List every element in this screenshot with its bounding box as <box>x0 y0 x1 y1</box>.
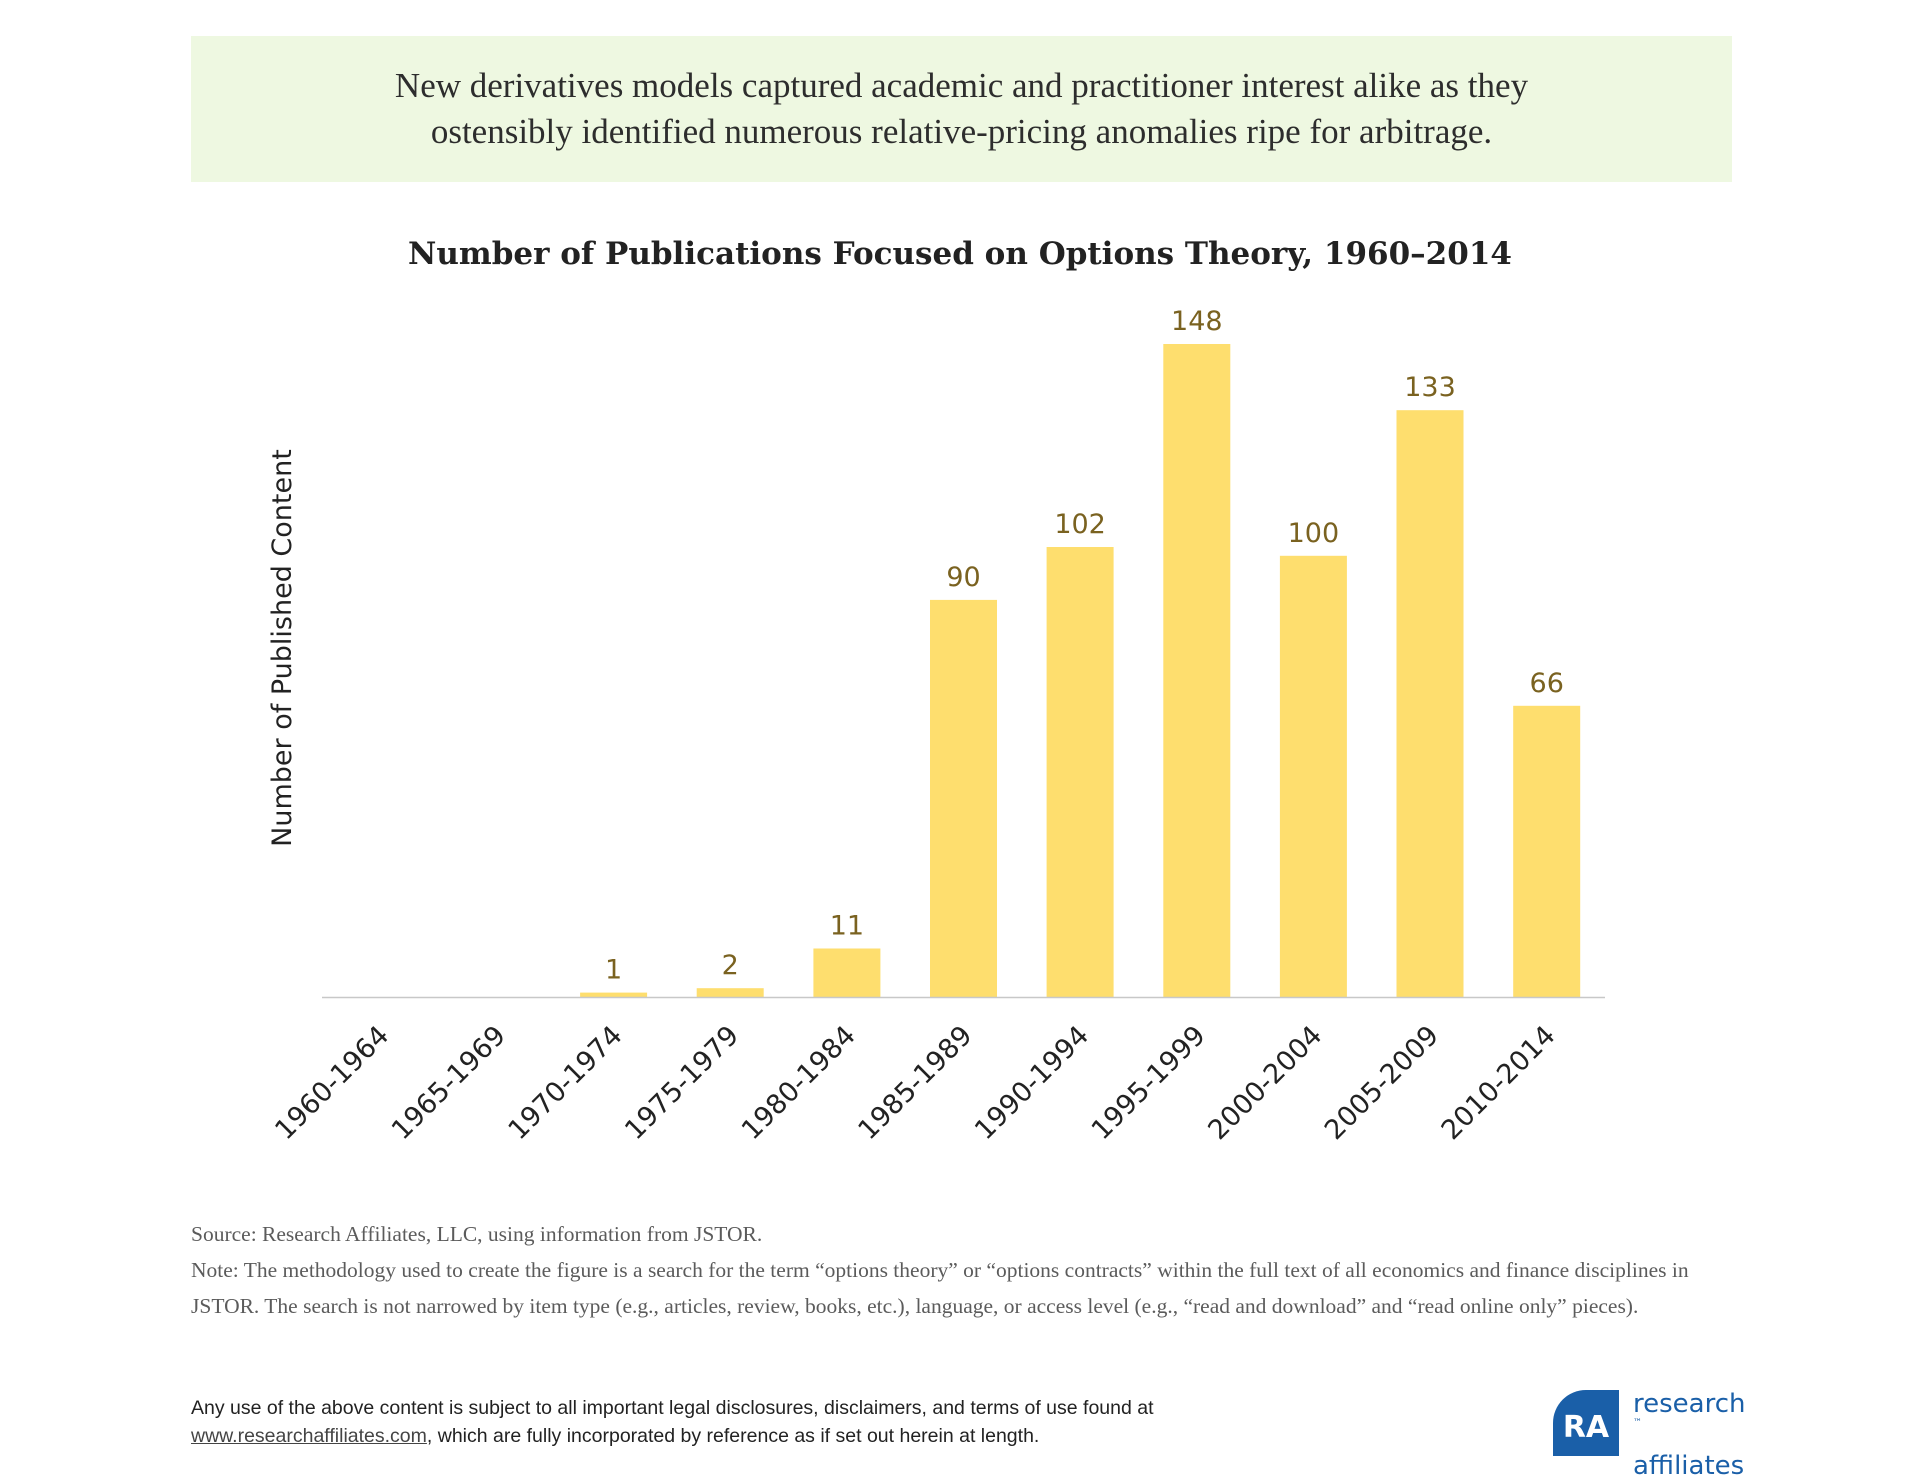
bar-1995-1999 <box>1163 344 1231 997</box>
x-tick-label-1990-1994: 1990-1994 <box>969 1020 1095 1146</box>
website-link[interactable]: www.researchaffiliates.com <box>191 1425 427 1447</box>
data-label-2010-2014: 66 <box>1530 668 1564 699</box>
legal-line-1: Any use of the above content is subject … <box>191 1397 1154 1419</box>
logo-mark-text: RA <box>1563 1410 1610 1445</box>
x-tick-label-1985-1989: 1985-1989 <box>852 1020 978 1146</box>
data-label-1980-1984: 11 <box>830 911 864 942</box>
headline-banner: New derivatives models captured academic… <box>191 36 1732 182</box>
source-line: Source: Research Affiliates, LLC, using … <box>191 1222 763 1246</box>
data-label-1990-1994: 102 <box>1054 509 1106 540</box>
bar-1970-1974 <box>580 992 648 997</box>
legal-line-2: www.researchaffiliates.com, which are fu… <box>191 1422 1591 1450</box>
logo-line-2: affiliates <box>1633 1450 1745 1481</box>
research-affiliates-logo: RA research ™ affiliates <box>1553 1390 1783 1480</box>
bar-2005-2009 <box>1396 410 1464 997</box>
x-tick-label-1965-1969: 1965-1969 <box>386 1020 512 1146</box>
bar-1980-1984 <box>813 948 881 997</box>
bar-2010-2014 <box>1513 705 1581 997</box>
legal-disclaimer: Any use of the above content is subject … <box>191 1394 1591 1450</box>
x-tick-label-2005-2009: 2005-2009 <box>1319 1020 1445 1146</box>
bar-1985-1989 <box>930 599 997 997</box>
bar-2000-2004 <box>1279 555 1347 997</box>
data-label-1995-1999: 148 <box>1171 306 1223 337</box>
x-tick-label-2000-2004: 2000-2004 <box>1202 1020 1328 1146</box>
data-label-1975-1979: 2 <box>722 950 739 981</box>
legal-line-2-rest: , which are fully incorporated by refere… <box>426 1425 1040 1447</box>
bar-1990-1994 <box>1046 547 1114 997</box>
x-tick-label-2010-2014: 2010-2014 <box>1436 1020 1562 1146</box>
x-tick-label-1975-1979: 1975-1979 <box>619 1020 745 1146</box>
data-label-2005-2009: 133 <box>1404 372 1456 403</box>
x-tick-label-1995-1999: 1995-1999 <box>1086 1020 1212 1146</box>
logo-line-1: research ™ <box>1633 1389 1746 1429</box>
logo-mark-icon: RA <box>1553 1390 1619 1456</box>
x-tick-label-1970-1974: 1970-1974 <box>503 1020 629 1146</box>
logo-wordmark: research ™ affiliates <box>1633 1390 1745 1481</box>
chart-title: Number of Publications Focused on Option… <box>408 236 1512 272</box>
data-label-2000-2004: 100 <box>1288 518 1340 549</box>
bar-1975-1979 <box>696 988 764 997</box>
data-label-1970-1974: 1 <box>605 955 622 986</box>
data-label-1985-1989: 90 <box>946 562 980 593</box>
note-text: Note: The methodology used to create the… <box>191 1258 1689 1318</box>
x-tick-label-1960-1964: 1960-1964 <box>269 1020 395 1146</box>
headline-line-1: New derivatives models captured academic… <box>394 66 1529 105</box>
source-notes: Source: Research Affiliates, LLC, using … <box>191 1216 1751 1324</box>
headline-line-2: ostensibly identified numerous relative-… <box>430 112 1493 151</box>
trademark-symbol: ™ <box>1633 1418 1642 1428</box>
x-tick-label-1980-1984: 1980-1984 <box>736 1020 862 1146</box>
